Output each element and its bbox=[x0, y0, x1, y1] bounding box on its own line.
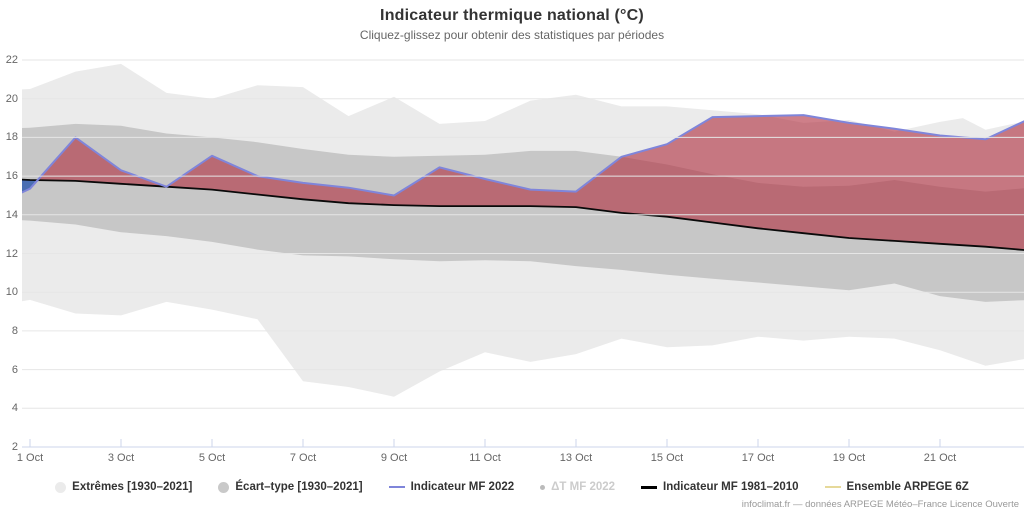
legend-marker-line-bold-icon bbox=[641, 485, 658, 489]
y-axis-label: 4 bbox=[11, 402, 18, 415]
band-Écart–type [1930–2021] bbox=[22, 123, 1024, 302]
chart-legend: Extrêmes [1930–2021] Écart–type [1930–202… bbox=[0, 481, 1024, 493]
legend-marker-line-icon bbox=[824, 486, 841, 488]
x-axis-label: 7 Oct bbox=[289, 452, 317, 464]
x-axis-label: 15 Oct bbox=[650, 452, 684, 464]
delta-negative-fill bbox=[22, 179, 38, 193]
legend-item[interactable]: Indicateur MF 1981–2010 bbox=[641, 481, 799, 493]
legend-item-label: Écart–type [1930–2021] bbox=[235, 481, 363, 493]
legend-marker-circle-icon bbox=[55, 481, 67, 493]
legend-item-label: Indicateur MF 1981–2010 bbox=[663, 481, 799, 493]
y-axis-label: 22 bbox=[5, 54, 18, 66]
legend-item[interactable]: Ensemble ARPEGE 6Z bbox=[824, 481, 969, 493]
delta-positive-fill bbox=[37, 115, 1024, 250]
y-axis-label: 18 bbox=[5, 131, 18, 144]
legend-marker-dot-icon bbox=[540, 484, 546, 490]
chart-credits-link[interactable]: infoclimat.fr — données ARPEGE Météo–Fra… bbox=[741, 499, 1019, 510]
x-axis-label: 5 Oct bbox=[198, 452, 226, 464]
y-axis-label: 14 bbox=[5, 208, 18, 221]
x-axis-label: 17 Oct bbox=[741, 452, 775, 464]
legend-item-label: ΔT MF 2022 bbox=[551, 481, 616, 493]
legend-item[interactable]: Indicateur MF 2022 bbox=[388, 481, 515, 493]
y-axis-label: 16 bbox=[5, 170, 18, 183]
y-axis-label: 6 bbox=[11, 363, 18, 376]
y-axis-label: 20 bbox=[5, 92, 18, 105]
legend-item[interactable]: ΔT MF 2022 bbox=[540, 481, 615, 493]
line-Indicateur MF 1981–2010 bbox=[22, 178, 1024, 251]
legend-marker-line-icon bbox=[388, 486, 405, 488]
x-axis-label: 3 Oct bbox=[107, 452, 135, 464]
y-axis-label: 2 bbox=[11, 441, 18, 453]
x-axis-label: 13 Oct bbox=[559, 452, 593, 464]
legend-marker-circle-icon bbox=[218, 481, 230, 493]
x-axis-label: 9 Oct bbox=[380, 452, 408, 464]
x-axis-label: 21 Oct bbox=[923, 452, 957, 464]
legend-item[interactable]: Écart–type [1930–2021] bbox=[218, 481, 363, 493]
line-Indicateur MF 2022 bbox=[22, 114, 1024, 197]
legend-item-label: Indicateur MF 2022 bbox=[410, 481, 515, 493]
y-axis-label: 8 bbox=[11, 324, 18, 337]
chart-title: Indicateur thermique national (°C) bbox=[380, 7, 644, 24]
x-axis-label: 1 Oct bbox=[16, 452, 44, 464]
legend-item-label: Ensemble ARPEGE 6Z bbox=[846, 481, 969, 493]
x-axis-label: 11 Oct bbox=[469, 452, 501, 464]
legend-item[interactable]: Extrêmes [1930–2021] bbox=[55, 481, 192, 493]
x-axis-label: 19 Oct bbox=[832, 452, 866, 464]
y-axis-label: 10 bbox=[5, 286, 18, 299]
chart-subtitle: Cliquez-glissez pour obtenir des statist… bbox=[359, 28, 665, 42]
y-axis-label: 12 bbox=[5, 247, 18, 260]
legend-item-label: Extrêmes [1930–2021] bbox=[72, 481, 193, 493]
